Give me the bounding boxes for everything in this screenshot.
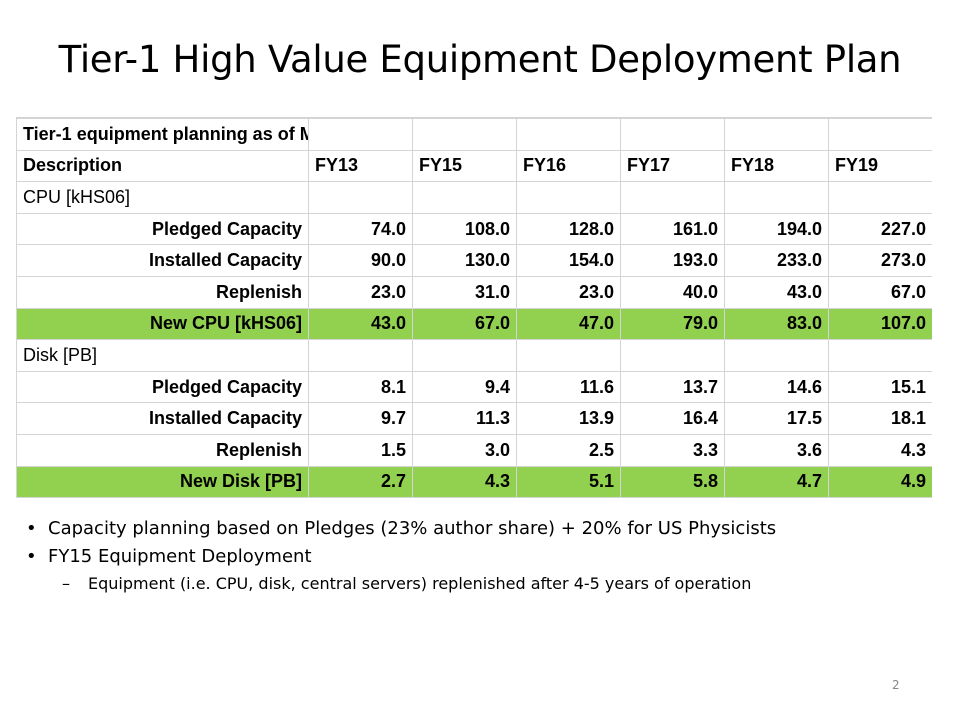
table-cell: 4.7 [724, 465, 829, 498]
table-cell: 23.0 [516, 275, 621, 309]
row-label: Pledged Capacity [16, 212, 309, 246]
table-header-row: Description FY13 FY15 FY16 FY17 FY18 FY1… [16, 149, 932, 183]
table-cell: 40.0 [620, 275, 725, 309]
row-label: New CPU [kHS06] [16, 307, 309, 341]
table-cell: 194.0 [724, 212, 829, 246]
row-label: Installed Capacity [16, 402, 309, 435]
table-cell: 233.0 [724, 244, 829, 277]
table-row: Installed Capacity 90.0 130.0 154.0 193.… [16, 244, 932, 277]
header-year: FY16 [516, 149, 621, 183]
table-caption-row: Tier-1 equipment planning as of March 20… [16, 118, 932, 151]
table-cell: 43.0 [724, 275, 829, 309]
row-label: New Disk [PB] [16, 465, 309, 498]
table-cell: 5.8 [620, 465, 725, 498]
table-row: Replenish 23.0 31.0 23.0 40.0 43.0 67.0 [16, 275, 932, 309]
bullet-text: FY15 Equipment Deployment [48, 546, 312, 567]
section-row-disk: Disk [PB] [16, 339, 932, 372]
section-label: CPU [kHS06] [16, 181, 309, 214]
table-cell: 23.0 [308, 275, 413, 309]
table-cell: 16.4 [620, 402, 725, 435]
section-label: Disk [PB] [16, 339, 309, 372]
table-row: Replenish 1.5 3.0 2.5 3.3 3.6 4.3 [16, 433, 932, 467]
table-cell: 8.1 [308, 370, 413, 404]
page-number: 2 [892, 678, 900, 692]
table-cell: 9.4 [412, 370, 517, 404]
table-cell: 9.7 [308, 402, 413, 435]
header-year: FY13 [308, 149, 413, 183]
header-year: FY18 [724, 149, 829, 183]
bullet-text: Capacity planning based on Pledges (23% … [48, 518, 777, 539]
table-row-highlight: New Disk [PB] 2.7 4.3 5.1 5.8 4.7 4.9 [16, 465, 932, 498]
sub-bullet-item: – Equipment (i.e. CPU, disk, central ser… [26, 571, 946, 597]
header-description: Description [16, 149, 309, 183]
table-cell: 193.0 [620, 244, 725, 277]
table-cell: 4.3 [828, 433, 932, 467]
header-year: FY15 [412, 149, 517, 183]
table-cell: 130.0 [412, 244, 517, 277]
table-row-highlight: New CPU [kHS06] 43.0 67.0 47.0 79.0 83.0… [16, 307, 932, 341]
header-year: FY19 [828, 149, 932, 183]
row-label: Installed Capacity [16, 244, 309, 277]
table-cell: 154.0 [516, 244, 621, 277]
table-cell: 67.0 [412, 307, 517, 341]
table-cell: 108.0 [412, 212, 517, 246]
table-cell: 2.7 [308, 465, 413, 498]
table-row: Pledged Capacity 8.1 9.4 11.6 13.7 14.6 … [16, 370, 932, 404]
table-cell: 13.7 [620, 370, 725, 404]
table-cell: 4.9 [828, 465, 932, 498]
table-cell: 11.6 [516, 370, 621, 404]
dash-icon: – [62, 574, 70, 593]
slide-title: Tier-1 High Value Equipment Deployment P… [58, 38, 902, 81]
table-cell: 128.0 [516, 212, 621, 246]
table-cell: 74.0 [308, 212, 413, 246]
table-cell: 67.0 [828, 275, 932, 309]
table-cell: 161.0 [620, 212, 725, 246]
table-cell: 47.0 [516, 307, 621, 341]
table-cell: 5.1 [516, 465, 621, 498]
row-label: Pledged Capacity [16, 370, 309, 404]
table-cell: 18.1 [828, 402, 932, 435]
bullet-item: • FY15 Equipment Deployment [26, 543, 946, 571]
bullet-dot-icon: • [26, 518, 37, 539]
header-year: FY17 [620, 149, 725, 183]
table-row: Pledged Capacity 74.0 108.0 128.0 161.0 … [16, 212, 932, 246]
table-row: Installed Capacity 9.7 11.3 13.9 16.4 17… [16, 402, 932, 435]
table-cell: 227.0 [828, 212, 932, 246]
table-cell: 14.6 [724, 370, 829, 404]
bullet-item: • Capacity planning based on Pledges (23… [26, 515, 946, 543]
row-label: Replenish [16, 433, 309, 467]
table-cell: 11.3 [412, 402, 517, 435]
sub-bullet-text: Equipment (i.e. CPU, disk, central serve… [88, 574, 752, 593]
table-cell: 3.6 [724, 433, 829, 467]
table-cell: 3.0 [412, 433, 517, 467]
table-cell: 107.0 [828, 307, 932, 341]
table-cell: 17.5 [724, 402, 829, 435]
table-cell: 43.0 [308, 307, 413, 341]
table-cell: 4.3 [412, 465, 517, 498]
bullet-list: • Capacity planning based on Pledges (23… [26, 515, 946, 597]
table-cell: 13.9 [516, 402, 621, 435]
table-caption: Tier-1 equipment planning as of March 20… [16, 118, 309, 151]
table-cell: 31.0 [412, 275, 517, 309]
table-cell: 2.5 [516, 433, 621, 467]
table-cell: 273.0 [828, 244, 932, 277]
table-cell: 83.0 [724, 307, 829, 341]
table-cell: 15.1 [828, 370, 932, 404]
section-row-cpu: CPU [kHS06] [16, 181, 932, 214]
table-cell: 1.5 [308, 433, 413, 467]
row-label: Replenish [16, 275, 309, 309]
deployment-plan-table: Tier-1 equipment planning as of March 20… [16, 117, 932, 498]
table-cell: 90.0 [308, 244, 413, 277]
bullet-dot-icon: • [26, 546, 37, 567]
table-cell: 3.3 [620, 433, 725, 467]
table-cell: 79.0 [620, 307, 725, 341]
